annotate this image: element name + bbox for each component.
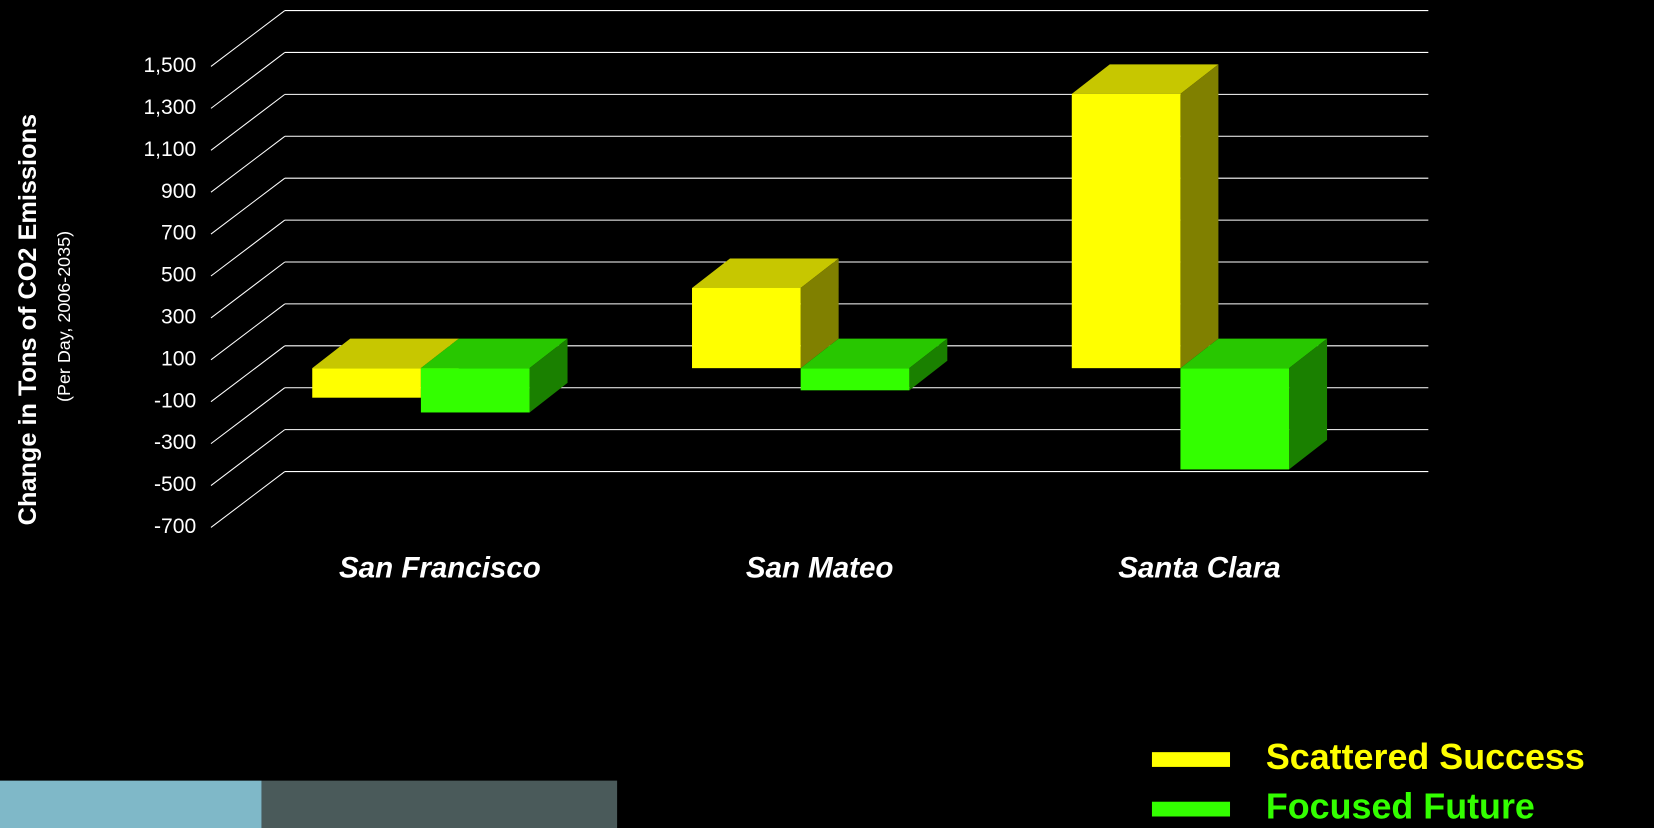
grid-line <box>210 177 286 235</box>
y-axis-subtitle: (Per Day, 2006-2035) <box>54 231 74 402</box>
grid-line <box>210 303 286 361</box>
bar <box>420 368 530 413</box>
x-tick-label: Santa Clara <box>1118 551 1280 584</box>
bar-side <box>909 338 948 391</box>
y-axis-title: Change in Tons of CO2 Emissions <box>14 114 42 525</box>
y-tick-label: 1,500 <box>143 54 196 77</box>
x-tick-label: San Francisco <box>339 551 541 584</box>
y-tick-label: 900 <box>161 180 196 203</box>
x-tick-label: San Mateo <box>746 551 894 584</box>
legend-label: Scattered Success <box>1266 737 1585 777</box>
bar <box>800 368 910 391</box>
photo <box>261 780 618 828</box>
legend-label: Focused Future <box>1266 787 1535 827</box>
bar-side <box>800 258 839 369</box>
y-tick-label: 300 <box>161 305 196 328</box>
grid-line <box>210 52 286 109</box>
bar <box>692 287 801 369</box>
chart-area: Change in Tons of CO2 Emissions (Per Day… <box>0 10 1585 828</box>
grid-line <box>210 219 286 277</box>
bar <box>1071 93 1181 369</box>
bar-top <box>312 338 459 369</box>
y-tick-label: -300 <box>154 431 196 454</box>
grid-line <box>210 345 286 403</box>
y-tick-label: 700 <box>161 222 196 245</box>
photo-panel <box>0 780 262 828</box>
y-tick-label: 500 <box>161 264 196 287</box>
bar <box>312 368 421 398</box>
bar-side <box>1180 64 1219 369</box>
y-tick-label: 1,100 <box>143 138 196 161</box>
bar-side <box>1289 338 1328 470</box>
bar-top <box>1071 64 1219 94</box>
y-tick-label: -100 <box>154 389 196 412</box>
grid-line <box>210 471 286 528</box>
legend-swatch <box>1151 752 1231 767</box>
y-tick-label: -700 <box>154 515 196 538</box>
grid-line <box>210 261 286 319</box>
bar-side <box>529 338 568 413</box>
grid-line <box>210 429 286 486</box>
bar-top <box>800 338 948 369</box>
bar-top <box>1180 338 1328 369</box>
y-tick-label: 1,300 <box>143 96 196 119</box>
y-tick-label: 100 <box>161 347 196 370</box>
bar-top <box>692 258 839 288</box>
grid-line <box>210 93 286 151</box>
bar-top <box>420 338 568 369</box>
y-tick-label: -500 <box>154 473 196 496</box>
grid-line <box>210 10 286 67</box>
grid-line <box>210 387 286 445</box>
grid-line <box>210 135 286 193</box>
legend-swatch <box>1151 801 1231 817</box>
bar <box>1180 368 1290 470</box>
